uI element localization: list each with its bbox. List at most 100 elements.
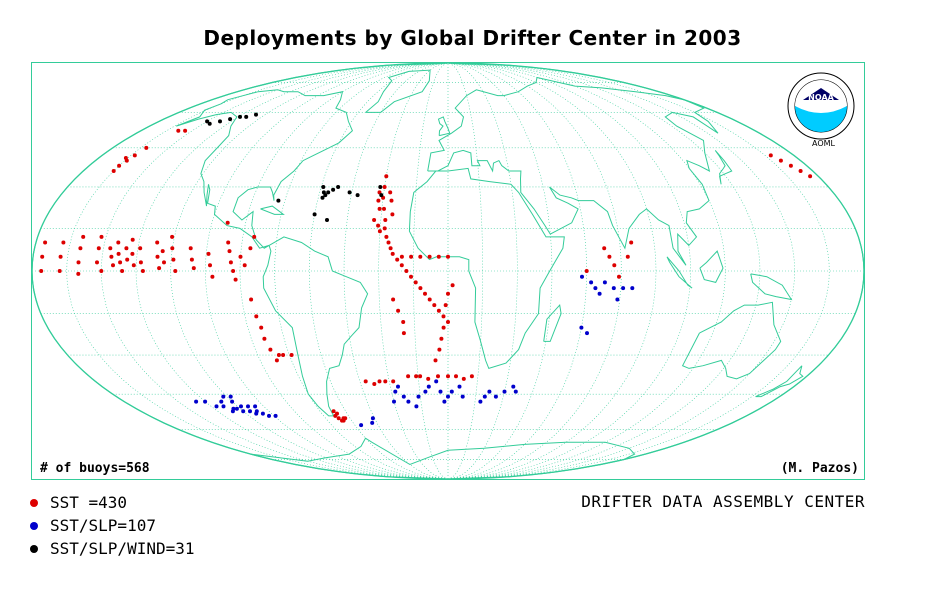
coastline xyxy=(437,116,451,137)
sst-deployment-point xyxy=(233,277,238,282)
sst-deployment-point xyxy=(437,347,442,352)
sst-slp-deployment-point xyxy=(615,297,620,302)
sst-deployment-point xyxy=(132,153,137,158)
sst-slp-deployment-point xyxy=(370,416,375,421)
sst-slp-deployment-point xyxy=(393,389,398,394)
sst-deployment-point xyxy=(388,190,393,195)
sst-deployment-point xyxy=(436,254,441,259)
sst-deployment-point xyxy=(414,374,419,379)
meridian-line xyxy=(447,62,692,480)
sst-deployment-point xyxy=(383,379,388,384)
sst-slp-deployment-point xyxy=(426,384,431,389)
sst-deployment-point xyxy=(612,263,617,268)
graticule xyxy=(31,62,865,480)
sst-deployment-point xyxy=(427,297,432,302)
sst-deployment-point xyxy=(183,128,188,133)
legend-item-sst: SST =430 xyxy=(30,491,195,514)
sst-deployment-point xyxy=(413,280,418,285)
sst-slp-deployment-point xyxy=(457,384,462,389)
coastline xyxy=(260,205,285,215)
sst-slp-deployment-point xyxy=(267,413,271,418)
sst-slp-deployment-point xyxy=(416,394,421,399)
sst-deployment-point xyxy=(144,145,149,150)
sst-deployment-point xyxy=(446,254,450,259)
sst-slp-deployment-point xyxy=(442,399,447,404)
sst-slp-wind-deployment-point xyxy=(325,218,329,222)
sst-deployment-point xyxy=(61,240,66,245)
sst-slp-deployment-point xyxy=(589,280,594,285)
sst-deployment-point xyxy=(124,246,129,251)
sst-deployment-point xyxy=(404,269,409,273)
sst-slp-deployment-point xyxy=(234,406,239,411)
sst-deployment-point xyxy=(383,218,388,222)
sst-deployment-point xyxy=(259,325,264,330)
coastline xyxy=(666,256,693,289)
sst-deployment-point xyxy=(111,169,116,173)
sst-deployment-point xyxy=(439,336,444,341)
svg-text:NOAA: NOAA xyxy=(808,93,834,102)
deployment-points xyxy=(39,112,813,428)
sst-slp-deployment-point xyxy=(482,394,487,399)
meridian-line xyxy=(447,62,588,480)
sst-deployment-point xyxy=(390,212,395,217)
sst-deployment-point xyxy=(768,153,773,158)
coastlines xyxy=(176,69,804,466)
sst-deployment-point xyxy=(206,251,211,256)
sst-deployment-point xyxy=(111,263,115,268)
sst-deployment-point xyxy=(138,246,143,251)
sst-deployment-point xyxy=(391,379,396,384)
sst-deployment-point xyxy=(391,297,396,302)
sst-deployment-point xyxy=(276,353,281,357)
sst-deployment-point xyxy=(76,260,81,265)
sst-slp-deployment-point xyxy=(502,389,507,394)
sst-deployment-point xyxy=(227,249,232,254)
sst-deployment-point xyxy=(123,156,128,160)
legend-label-sst-slp: SST/SLP=107 xyxy=(50,516,156,535)
sst-deployment-point xyxy=(249,297,254,302)
sst-slp-deployment-point xyxy=(414,404,419,409)
sst-deployment-point xyxy=(231,269,236,273)
sst-deployment-point xyxy=(116,251,121,256)
meridian-line xyxy=(308,62,449,480)
sst-deployment-point xyxy=(116,240,121,245)
sst-slp-wind-deployment-point xyxy=(379,193,384,198)
sst-deployment-point xyxy=(441,325,446,330)
sst-deployment-point xyxy=(384,174,389,179)
sst-deployment-point xyxy=(78,246,83,251)
sst-deployment-point xyxy=(109,254,114,259)
sst-slp-deployment-point xyxy=(194,399,199,404)
sst-deployment-point xyxy=(76,271,81,276)
sst-deployment-point xyxy=(343,416,348,421)
meridian-line xyxy=(378,62,449,480)
sst-slp-deployment-point xyxy=(446,394,450,399)
sst-slp-deployment-point xyxy=(438,389,443,394)
sst-slp-deployment-point xyxy=(579,325,584,330)
sst-deployment-point xyxy=(426,376,431,381)
coastline xyxy=(681,301,782,380)
sst-deployment-point xyxy=(450,283,455,288)
sst-deployment-point xyxy=(389,198,394,203)
sst-deployment-point xyxy=(798,169,803,173)
sst-slp-wind-deployment-point xyxy=(205,119,210,124)
sst-slp-deployment-point xyxy=(221,394,226,399)
sst-deployment-point xyxy=(120,269,125,273)
sst-deployment-point xyxy=(99,269,104,273)
sst-deployment-point xyxy=(376,198,381,203)
map-title: Deployments by Global Drifter Center in … xyxy=(203,26,742,50)
sst-slp-deployment-point xyxy=(230,399,235,404)
sst-slp-deployment-point xyxy=(511,384,516,389)
legend-marker-sst xyxy=(30,498,38,507)
sst-deployment-point xyxy=(377,379,382,384)
sst-deployment-point xyxy=(629,240,634,245)
coastline xyxy=(714,150,733,185)
sst-slp-deployment-point xyxy=(248,409,252,414)
sst-deployment-point xyxy=(386,240,391,245)
sst-deployment-point xyxy=(401,331,406,336)
coastline xyxy=(262,236,369,417)
sst-deployment-point xyxy=(396,308,401,313)
legend-label-sst: SST =430 xyxy=(50,493,128,512)
sst-deployment-point xyxy=(418,286,423,291)
sst-deployment-point xyxy=(252,234,257,239)
sst-deployment-point xyxy=(155,240,160,245)
sst-slp-deployment-point xyxy=(370,420,375,425)
